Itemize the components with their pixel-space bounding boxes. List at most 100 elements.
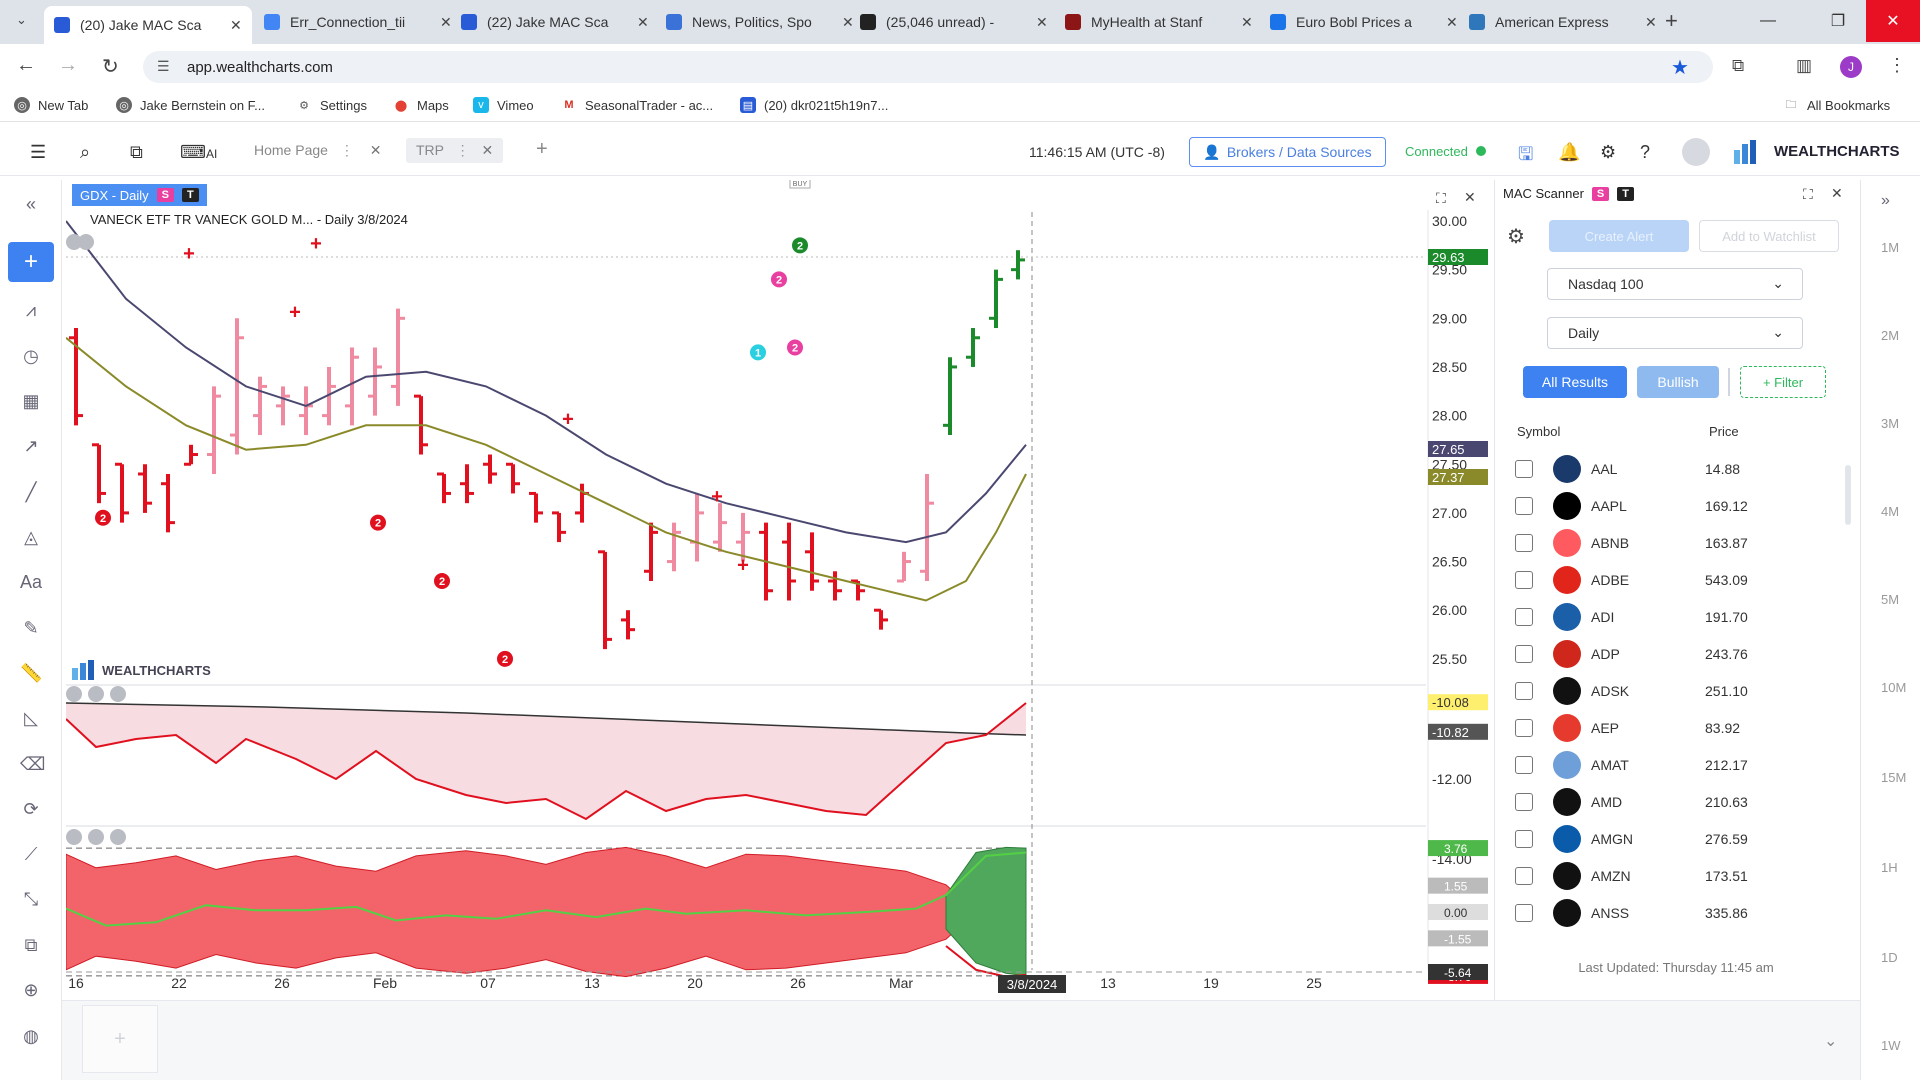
browser-tab[interactable]: News, Politics, Spo ✕: [656, 6, 864, 38]
price-chart[interactable]: 30.00 29.50 29.00 28.50 28.00 27.50 27.00 26.50…: [66, 180, 1490, 1000]
table-row[interactable]: ANSS 335.86: [1515, 894, 1835, 931]
close-tab-icon[interactable]: ✕: [1241, 13, 1253, 30]
create-alert-button[interactable]: Create Alert: [1549, 220, 1689, 252]
bookmark-vimeo[interactable]: v Vimeo: [473, 97, 534, 113]
bookmark-dkr[interactable]: ▤ (20) dkr021t5h19n7...: [740, 97, 888, 113]
new-tab-button[interactable]: +: [1665, 8, 1678, 33]
add-tab-icon[interactable]: +: [536, 138, 548, 160]
row-checkbox[interactable]: [1515, 644, 1533, 663]
timeframe-button[interactable]: 3M: [1881, 416, 1900, 431]
timeframe-button[interactable]: 1W: [1881, 1038, 1901, 1053]
restore-icon[interactable]: ❐: [1830, 13, 1846, 30]
tab-home-page[interactable]: Home Page ⋮ ✕: [254, 142, 381, 159]
browser-tab[interactable]: Err_Connection_tii ✕: [254, 6, 462, 38]
table-row[interactable]: ADP 243.76: [1515, 635, 1835, 672]
row-checkbox[interactable]: [1515, 533, 1533, 552]
bookmark-star-icon[interactable]: ★: [1671, 57, 1689, 79]
profile-avatar[interactable]: J: [1840, 56, 1862, 78]
row-checkbox[interactable]: [1515, 459, 1533, 478]
browser-tab[interactable]: (22) Jake MAC Sca ✕: [451, 6, 659, 38]
help-icon[interactable]: ?: [1640, 142, 1651, 162]
site-info-icon[interactable]: ☰: [157, 58, 170, 74]
tab-trp[interactable]: TRP ⋮ ✕: [406, 138, 504, 163]
row-checkbox[interactable]: [1515, 607, 1533, 626]
ruler-icon[interactable]: 📏: [20, 663, 43, 683]
timeframe-button[interactable]: 1H: [1881, 860, 1898, 875]
browser-tab[interactable]: (25,046 unread) - ✕: [850, 6, 1058, 38]
bookmark-seasonal[interactable]: M SeasonalTrader - ac...: [561, 97, 713, 113]
timeframe-button[interactable]: 1D: [1881, 950, 1898, 965]
bell-icon[interactable]: 🔔: [1558, 142, 1581, 162]
user-avatar[interactable]: [1682, 138, 1710, 166]
scrollbar-thumb[interactable]: [1845, 465, 1851, 525]
omnibox[interactable]: ☰ app.wealthcharts.com ★: [143, 51, 1713, 83]
bookmark-all[interactable]: 🗀 All Bookmarks: [1783, 97, 1891, 113]
row-checkbox[interactable]: [1515, 866, 1533, 885]
trend-icon[interactable]: ↗: [23, 436, 39, 456]
line-tool-icon[interactable]: ╱: [25, 482, 37, 502]
clock-icon[interactable]: ◷: [23, 346, 39, 366]
pattern-icon[interactable]: ⤡: [23, 889, 39, 909]
row-checkbox[interactable]: [1515, 496, 1533, 515]
browser-tab[interactable]: Euro Bobl Prices a ✕: [1260, 6, 1468, 38]
bullish-button[interactable]: Bullish: [1637, 366, 1719, 398]
table-row[interactable]: AAPL 169.12: [1515, 487, 1835, 524]
close-panel-icon[interactable]: ✕: [1831, 185, 1843, 201]
globe-icon[interactable]: ◍: [23, 1026, 39, 1046]
hamburger-menu-icon[interactable]: ☰: [30, 142, 47, 162]
column-header-symbol[interactable]: Symbol: [1517, 424, 1561, 439]
tab-search-icon[interactable]: ⌄: [16, 12, 27, 27]
search-icon[interactable]: ⌕: [80, 142, 91, 162]
column-header-price[interactable]: Price: [1709, 424, 1739, 439]
table-row[interactable]: AMAT 212.17: [1515, 746, 1835, 783]
add-filter-button[interactable]: + Filter: [1740, 366, 1826, 398]
table-row[interactable]: ADI 191.70: [1515, 598, 1835, 635]
timeframe-button[interactable]: 10M: [1881, 680, 1907, 695]
close-chart-icon[interactable]: ✕: [1464, 189, 1476, 205]
row-checkbox[interactable]: [1515, 681, 1533, 700]
tab-menu-icon[interactable]: ⋮: [455, 142, 470, 158]
measure-icon[interactable]: ◺: [24, 708, 38, 728]
brokers-data-sources-button[interactable]: 👤 Brokers / Data Sources: [1189, 137, 1386, 167]
table-row[interactable]: AMD 210.63: [1515, 783, 1835, 820]
close-tab-icon[interactable]: ✕: [1645, 13, 1657, 30]
maximize-panel-icon[interactable]: ⛶: [1803, 186, 1813, 202]
brush-icon[interactable]: ✎: [23, 618, 39, 638]
close-tab-icon[interactable]: ✕: [440, 13, 452, 30]
close-window-icon[interactable]: ✕: [1866, 0, 1920, 42]
bookmark-settings[interactable]: ⚙ Settings: [296, 97, 367, 113]
forward-icon[interactable]: →: [58, 54, 78, 76]
side-panel-icon[interactable]: ▥: [1796, 56, 1813, 75]
chart-panel[interactable]: 30.00 29.50 29.00 28.50 28.00 27.50 27.00 26.50…: [66, 180, 1490, 1000]
interval-select[interactable]: Daily ⌄: [1547, 317, 1803, 349]
row-checkbox[interactable]: [1515, 718, 1533, 737]
all-results-button[interactable]: All Results: [1523, 366, 1627, 398]
layers-icon[interactable]: ⧉: [130, 142, 143, 162]
tab-menu-icon[interactable]: ⋮: [339, 142, 354, 158]
table-row[interactable]: AAL 14.88: [1515, 450, 1835, 487]
browser-menu-icon[interactable]: ⋮: [1888, 55, 1906, 75]
table-row[interactable]: AMGN 276.59: [1515, 820, 1835, 857]
close-tab-icon[interactable]: ✕: [481, 142, 494, 158]
save-icon[interactable]: 🖫: [1518, 144, 1534, 164]
row-checkbox[interactable]: [1515, 792, 1533, 811]
collapse-bottom-icon[interactable]: ⌄: [1824, 1033, 1838, 1050]
expand-right-icon[interactable]: »: [1881, 192, 1890, 209]
table-row[interactable]: ABNB 163.87: [1515, 524, 1835, 561]
table-row[interactable]: ADBE 543.09: [1515, 561, 1835, 598]
timeframe-button[interactable]: 4M: [1881, 504, 1900, 519]
eraser-icon[interactable]: ⌫: [20, 754, 46, 774]
universe-select[interactable]: Nasdaq 100 ⌄: [1547, 268, 1803, 300]
timeframe-button[interactable]: 15M: [1881, 770, 1907, 785]
templates-icon[interactable]: ⧉: [24, 935, 38, 955]
sync-icon[interactable]: ⟳: [23, 799, 39, 819]
shapes-icon[interactable]: ◬: [24, 527, 38, 547]
close-tab-icon[interactable]: ✕: [842, 13, 854, 30]
bookmark-jake[interactable]: ◎ Jake Bernstein on F...: [116, 97, 265, 113]
close-tab-icon[interactable]: ✕: [1036, 13, 1048, 30]
browser-tab[interactable]: American Express ✕: [1459, 6, 1667, 38]
add-to-watchlist-button[interactable]: Add to Watchlist: [1699, 220, 1839, 252]
ai-icon[interactable]: ⌨AI: [180, 142, 218, 162]
calendar-icon[interactable]: ▦: [22, 391, 40, 411]
indicator-icon[interactable]: ⟋: [24, 844, 38, 864]
